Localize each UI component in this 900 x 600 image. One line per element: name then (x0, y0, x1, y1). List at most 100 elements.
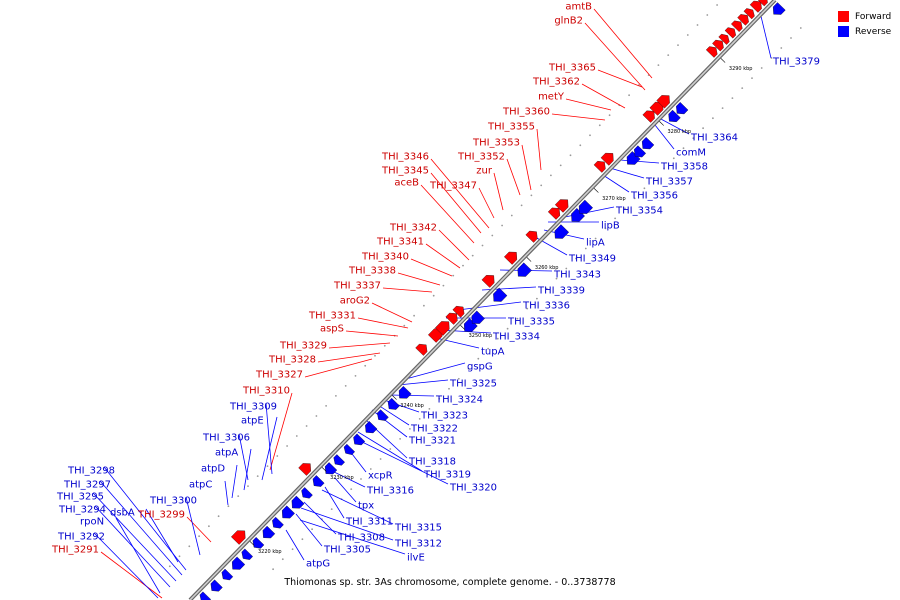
grid-dot (286, 445, 288, 447)
reverse-gene-shape (387, 397, 400, 410)
forward-gene-arrow (452, 305, 465, 318)
forward-gene-shape (481, 275, 495, 288)
grid-dot (643, 187, 646, 190)
legend-label-forward: Forward (855, 11, 892, 22)
forward-gene-arrow (554, 199, 569, 213)
reverse-gene-arrow (554, 224, 570, 239)
grid-dot (624, 207, 626, 210)
grid-dot (208, 525, 210, 528)
reverse-gene-label: THI_3354 (615, 206, 663, 217)
grid-dot (369, 468, 372, 470)
reverse-gene-arrow (241, 548, 253, 560)
reverse-gene-arrow (262, 525, 276, 539)
kbp-tick-label: 3230 kbp (330, 475, 354, 481)
reverse-gene-label: dsbA (110, 508, 135, 519)
reverse-gene-shape (210, 579, 223, 592)
forward-leader-line (420, 184, 475, 244)
kbp-tick (321, 467, 327, 472)
reverse-gene-label: lipB (601, 221, 620, 232)
reverse-gene-arrow (634, 145, 647, 158)
reverse-leader-line (261, 416, 278, 481)
grid-dot (741, 87, 744, 89)
forward-gene-shape (435, 321, 450, 336)
forward-gene-shape (642, 110, 655, 123)
grid-dot (496, 337, 499, 340)
forward-swatch (838, 11, 849, 22)
reverse-gene-label: gspG (467, 362, 493, 373)
reverse-gene-arrow (353, 433, 366, 446)
reverse-gene-arrow (333, 454, 345, 466)
forward-gene-label: THI_3310 (242, 386, 290, 397)
reverse-leader-line (185, 496, 201, 556)
reverse-gene-shape (324, 462, 338, 475)
reverse-gene-shape (463, 318, 478, 332)
forward-gene-shape (749, 0, 762, 13)
grid-dot (608, 114, 611, 117)
grid-dot (295, 435, 298, 437)
legend: Forward Reverse (838, 9, 891, 39)
forward-leader-line (536, 128, 542, 171)
forward-gene-arrow (731, 20, 743, 32)
grid-dot (409, 428, 411, 430)
grid-dot (510, 214, 513, 217)
forward-leader-line (493, 172, 504, 211)
forward-gene-label: aroG2 (340, 296, 370, 307)
reverse-gene-label: THI_3335 (507, 317, 555, 328)
forward-leader-line (425, 243, 461, 269)
grid-dot (667, 54, 670, 56)
forward-gene-arrow (504, 251, 518, 265)
reverse-gene-label: THI_3297 (63, 480, 111, 491)
forward-gene-shape (415, 343, 428, 356)
reverse-gene-arrow (312, 475, 325, 487)
grid-dot (692, 137, 695, 140)
reverse-gene-label: THI_3334 (492, 332, 540, 343)
grid-dot (227, 505, 230, 508)
grid-dot (487, 347, 489, 350)
forward-gene-label: THI_3347 (429, 181, 477, 192)
reverse-gene-shape (252, 537, 265, 549)
grid-dot (379, 458, 382, 460)
forward-leader-line (269, 392, 293, 471)
forward-gene-arrow (600, 152, 614, 166)
reverse-leader-line (324, 486, 345, 519)
reverse-leader-line (231, 464, 238, 499)
grid-dot (335, 395, 337, 397)
reverse-gene-arrow (231, 556, 246, 570)
reverse-leader-line (602, 174, 630, 193)
forward-leader-line (597, 69, 643, 88)
grid-dot (389, 448, 392, 450)
reverse-leader-line (329, 469, 366, 488)
forward-gene-label: THI_3327 (255, 370, 303, 381)
reverse-gene-label: THI_3305 (323, 545, 371, 556)
reverse-gene-shape (333, 454, 345, 466)
grid-dot (374, 354, 376, 357)
forward-gene-label: THI_3331 (308, 311, 356, 322)
reverse-gene-label: THI_3379 (772, 57, 820, 68)
forward-leader-line (593, 8, 653, 79)
reverse-gene-arrow (493, 287, 508, 302)
forward-gene-label: THI_3352 (457, 152, 505, 163)
reverse-gene-label: THI_3300 (149, 496, 197, 507)
grid-dot (530, 194, 533, 197)
grid-dot (452, 274, 455, 277)
reverse-gene-label: THI_3319 (423, 470, 471, 481)
reverse-gene-label: THI_3295 (56, 492, 104, 503)
grid-dot (790, 37, 792, 39)
forward-gene-label: aceB (394, 178, 419, 189)
reverse-gene-label: THI_3320 (449, 483, 497, 494)
legend-item-forward: Forward (838, 9, 891, 24)
reverse-leader-line (377, 404, 410, 426)
grid-dot (628, 94, 630, 97)
reverse-gene-label: THI_3356 (630, 191, 678, 202)
reverse-leader-line (619, 159, 660, 164)
reverse-gene-label: atpC (189, 480, 212, 491)
grid-dot (198, 535, 201, 538)
reverse-gene-label: THI_3308 (337, 533, 385, 544)
grid-dot (432, 294, 435, 297)
gene-labels: amtB glnB2 THI_3365 THI_3362 metY THI_3360 THI… (51, 2, 820, 570)
reverse-leader-line (658, 117, 690, 135)
forward-gene-label: THI_3362 (532, 77, 580, 88)
kbp-tick-label: 3280 kbp (668, 129, 692, 135)
reverse-leader-line (115, 517, 161, 594)
forward-gene-shape (525, 230, 538, 243)
